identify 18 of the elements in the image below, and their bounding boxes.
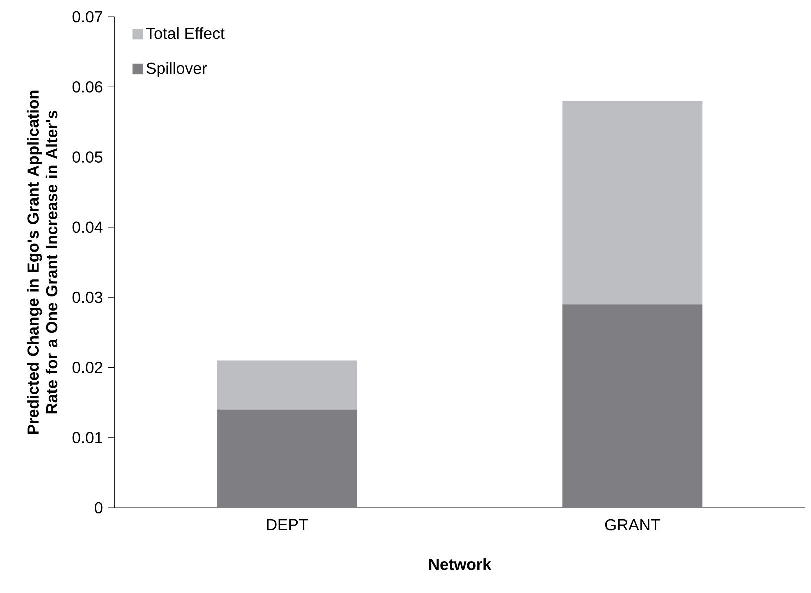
y-tick-label: 0.02: [72, 362, 102, 374]
y-tick-label: 0.03: [72, 292, 103, 304]
y-axis-title: Predicted Change in Ego's Grant Application Rate for a One Grant Increase in Alter's: [27, 90, 58, 434]
x-axis-title: Network: [430, 558, 492, 570]
y-tick-label: 0.01: [72, 432, 103, 444]
bar: [562, 101, 703, 305]
legend-label: Total Effect: [146, 28, 225, 40]
legend-label: Spillover: [146, 62, 208, 78]
y-tick-label: 0.07: [72, 11, 102, 23]
bar: [217, 410, 358, 508]
bar: [562, 304, 703, 508]
x-tick-label: DEPT: [267, 519, 308, 530]
y-tick-label: 0.05: [72, 152, 103, 163]
y-tick-label: 0.06: [72, 81, 103, 93]
y-tick-label: 0.04: [72, 222, 103, 234]
y-tick-label: 0: [95, 502, 103, 514]
x-tick-label: GRANT: [605, 519, 660, 531]
bar: [217, 360, 358, 410]
